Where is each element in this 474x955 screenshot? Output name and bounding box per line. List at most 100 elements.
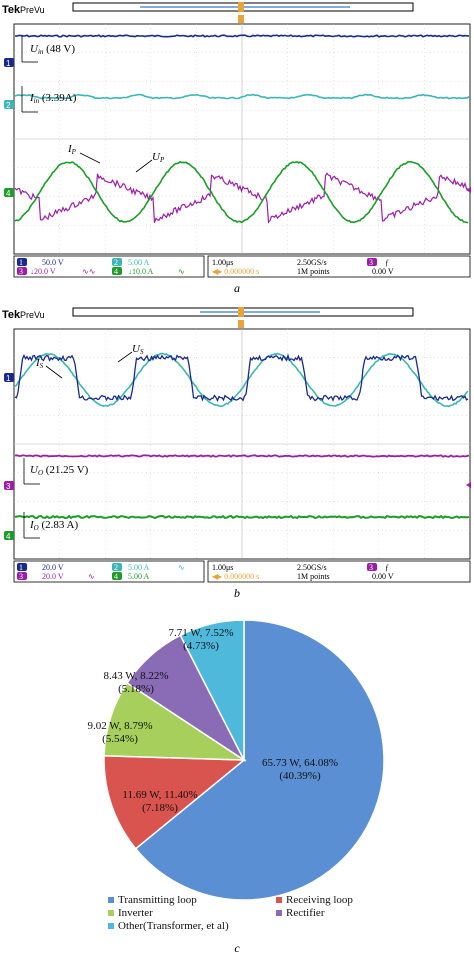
trigger-delay: ◀▸ 0.000000 s [212, 572, 259, 581]
trace-iin [14, 93, 470, 100]
ch3-trigger-arrow [466, 482, 471, 488]
pie-slice-receiving-loop [103, 755, 247, 850]
pie-chart-c: 65.73 W, 64.08%(40.39%) 11.69 W, 11.40%(7… [87, 619, 385, 955]
pie-label-share: (7.18%) [142, 802, 178, 814]
trace-uin [14, 34, 470, 38]
scope-a-graticule [14, 24, 470, 254]
pie-slice-other-transformer-et-al [179, 619, 245, 761]
svg-text:2: 2 [6, 101, 11, 110]
svg-text:1: 1 [6, 59, 11, 68]
trigger-t-marker[interactable] [238, 320, 244, 328]
svg-text:∿∿: ∿∿ [82, 267, 95, 276]
trace-us [14, 353, 469, 403]
pie-label-value: 7.71 W, 7.52% [168, 627, 233, 639]
trigger-level: 0.00 V [372, 572, 394, 581]
svg-text:2: 2 [114, 563, 118, 572]
svg-text:1: 1 [6, 374, 11, 383]
pie-labels: 65.73 W, 64.08%(40.39%) 11.69 W, 11.40%(7… [87, 627, 338, 814]
scope-b-status-bar: 1 20.0 V 2 5.00 A ∿ 3 20.0 V ∿ 4 5.00 A … [13, 560, 471, 583]
pie-label-value: 9.02 W, 8.79% [87, 720, 152, 732]
svg-text:∿: ∿ [88, 572, 95, 581]
annotation-uo: UO (21.25 V) [30, 464, 89, 477]
scope-brand: Tek [2, 4, 21, 16]
legend-swatch [108, 897, 114, 903]
ch2-marker[interactable]: 2 [4, 100, 14, 110]
ch1-scale: 20.0 V [42, 563, 64, 572]
legend-swatch [108, 910, 114, 916]
legend-label: Inverter [118, 907, 153, 919]
caption-b: b [234, 586, 240, 600]
legend-label: Rectifier [286, 907, 325, 919]
legend-swatch [276, 910, 282, 916]
annotation-ip: IP [67, 143, 77, 156]
legend-label: Transmitting loop [118, 894, 197, 906]
annotation-iin: Iin (3.39A) [29, 92, 77, 105]
svg-text:2: 2 [114, 258, 118, 267]
svg-text:∿: ∿ [178, 267, 185, 276]
svg-text:3: 3 [19, 267, 23, 276]
annotation-uin: Uin (48 V) [30, 43, 75, 56]
legend-swatch [276, 897, 282, 903]
ch3-trigger-arrow [466, 187, 471, 193]
ch3-scale: ↓20.0 V [30, 267, 56, 276]
ch4-scale: 5.00 A [128, 572, 150, 581]
trigger-delay: ◀▸ 0.000000 s [212, 267, 259, 276]
ch1-scale: 50.0 V [42, 258, 64, 267]
trace-io [14, 514, 470, 520]
legend-swatch [108, 923, 114, 929]
scope-brand: Tek [2, 309, 21, 321]
svg-text:3: 3 [19, 572, 23, 581]
pie-slices [103, 619, 385, 901]
annotation-is: IS [35, 357, 44, 370]
trace-ip [14, 160, 469, 224]
pie-label-share: (5.54%) [102, 733, 138, 745]
svg-text:4: 4 [6, 189, 11, 198]
ch3-scale: 20.0 V [42, 572, 64, 581]
scope-mode: PreVu [20, 310, 45, 320]
record-length: 1M points [297, 572, 330, 581]
trigger-level: 0.00 V [372, 267, 394, 276]
legend-label: Receiving loop [286, 894, 353, 906]
trigger-position-marker[interactable] [238, 307, 244, 317]
scope-mode: PreVu [20, 5, 45, 15]
annotation-up: UP [152, 151, 165, 164]
svg-text:3: 3 [369, 258, 373, 267]
caption-a: a [234, 281, 240, 295]
ch4-marker[interactable]: 4 [4, 531, 14, 541]
svg-text:4: 4 [114, 572, 118, 581]
ch4-marker[interactable]: 4 [4, 188, 14, 198]
ch1-marker[interactable]: 1 [4, 58, 14, 68]
svg-text:4: 4 [6, 532, 11, 541]
trigger-t-marker[interactable] [238, 15, 244, 23]
ch2-scale: 5.00 A [128, 563, 150, 572]
scope-a-status-bar: 1 50.0 V 2 5.00 A 3 ↓20.0 V ∿∿ 4 ↓10.0 A… [13, 255, 471, 278]
pie-label-value: 8.43 W, 8.22% [103, 670, 168, 682]
timebase: 1.00μs [212, 258, 233, 267]
trace-up [14, 172, 469, 224]
timebase: 1.00μs [212, 563, 233, 572]
annotation-io: IO (2.83 A) [29, 519, 78, 532]
scope-b-graticule [14, 329, 470, 559]
record-length: 1M points [297, 267, 330, 276]
svg-text:4: 4 [114, 267, 118, 276]
legend-label: Other(Transformer, et al) [118, 920, 229, 932]
svg-text:∿: ∿ [178, 563, 185, 572]
ch4-scale: ↓10.0 A [128, 267, 154, 276]
sample-rate: 2.50GS/s [297, 258, 327, 267]
ch3-marker[interactable]: 3 [4, 481, 14, 491]
pie-label-value: 65.73 W, 64.08% [262, 757, 338, 769]
oscilloscope-a: Tek PreVu 1 2 4 Uin (48 V) Iin (3.39A) I… [2, 2, 471, 295]
svg-text:1: 1 [19, 258, 23, 267]
trigger-position-marker[interactable] [238, 2, 244, 12]
ch2-scale: 5.00 A [128, 258, 150, 267]
ch1-marker[interactable]: 1 [4, 373, 14, 383]
svg-text:3: 3 [6, 482, 11, 491]
annotation-us: US [132, 343, 144, 356]
svg-text:1: 1 [19, 563, 23, 572]
pie-label-share: (4.73%) [183, 640, 219, 652]
trace-uo [14, 454, 470, 458]
sample-rate: 2.50GS/s [297, 563, 327, 572]
oscilloscope-b: Tek PreVu 1 3 4 IS US UO (21.25 V) IO (2… [2, 307, 471, 600]
caption-c: c [234, 941, 240, 955]
